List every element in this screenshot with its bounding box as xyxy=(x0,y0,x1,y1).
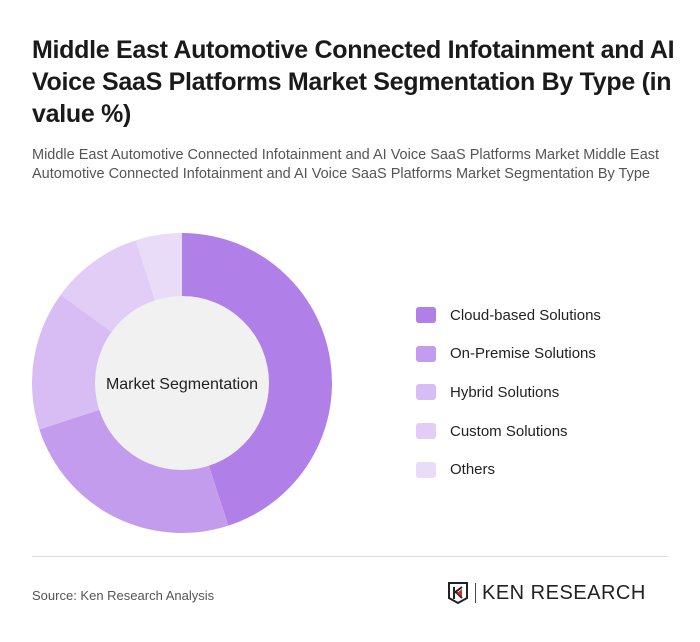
legend-label: Custom Solutions xyxy=(450,422,568,440)
logo-text: KEN RESEARCH xyxy=(482,581,646,604)
chart-title: Middle East Automotive Connected Infotai… xyxy=(32,36,675,128)
legend-swatch xyxy=(416,345,436,362)
legend-swatch xyxy=(416,307,436,324)
ken-research-logo: KEN RESEARCH xyxy=(447,581,646,605)
center-label: Market Segmentation xyxy=(106,376,258,393)
legend-label: Others xyxy=(450,461,496,479)
legend-swatch xyxy=(416,423,436,440)
legend-item: Custom Solutions xyxy=(416,412,601,451)
legend-swatch xyxy=(416,461,436,478)
legend: Cloud-based Solutions On-Premise Solution… xyxy=(416,296,601,489)
legend-swatch xyxy=(416,384,436,401)
legend-item: On-Premise Solutions xyxy=(416,335,601,374)
logo-separator xyxy=(475,583,476,603)
legend-label: Cloud-based Solutions xyxy=(450,306,601,324)
ken-logo-icon xyxy=(448,582,468,605)
legend-item: Others xyxy=(416,450,601,489)
legend-label: Hybrid Solutions xyxy=(450,383,560,401)
divider xyxy=(32,556,668,557)
donut-chart: Market Segmentation xyxy=(32,233,333,533)
legend-label: On-Premise Solutions xyxy=(450,345,596,363)
chart-subtitle: Middle East Automotive Connected Infotai… xyxy=(32,147,660,182)
legend-item: Hybrid Solutions xyxy=(416,373,601,412)
legend-item: Cloud-based Solutions xyxy=(416,296,601,335)
source-note: Source: Ken Research Analysis xyxy=(32,588,215,603)
donut-center xyxy=(95,296,269,470)
